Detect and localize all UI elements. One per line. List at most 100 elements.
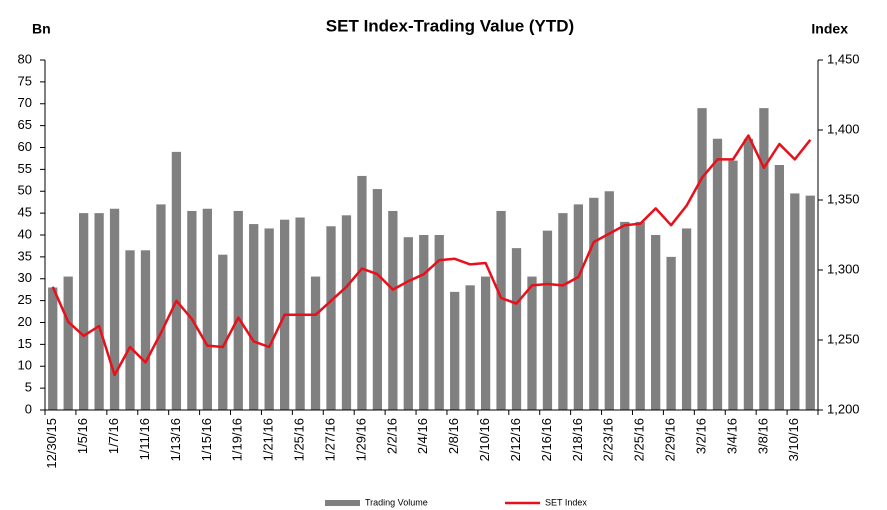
y-tick-label: 20 <box>18 314 32 329</box>
bar <box>218 254 228 410</box>
bar <box>264 228 274 410</box>
x-tick-label: 1/13/16 <box>168 418 183 461</box>
y2-tick-label: 1,250 <box>827 331 860 346</box>
bar <box>558 213 568 410</box>
bar <box>156 204 166 410</box>
bar <box>249 224 259 410</box>
bar <box>635 221 645 410</box>
bar <box>790 193 800 410</box>
y2-tick-label: 1,400 <box>827 121 860 136</box>
x-tick-label: 2/12/16 <box>508 418 523 461</box>
x-tick-label: 1/7/16 <box>106 418 121 454</box>
bar <box>620 221 630 410</box>
bar <box>496 210 506 410</box>
bar <box>94 213 104 410</box>
bar <box>712 138 723 410</box>
x-tick-label: 2/8/16 <box>446 418 461 454</box>
y-tick-label: 5 <box>25 380 32 395</box>
bar <box>480 276 491 410</box>
x-tick-label: 3/10/16 <box>786 418 801 461</box>
y2-tick-label: 1,200 <box>827 401 860 416</box>
x-tick-label: 2/25/16 <box>632 418 647 461</box>
x-tick-label: 2/10/16 <box>477 418 492 461</box>
bar <box>527 276 537 410</box>
bar <box>79 213 89 410</box>
bar <box>202 208 212 410</box>
bar <box>728 160 738 410</box>
bar <box>759 108 769 410</box>
bar <box>372 189 383 410</box>
bar <box>140 250 151 410</box>
bar <box>589 197 599 410</box>
x-tick-label: 1/25/16 <box>292 418 307 461</box>
bar <box>434 235 444 410</box>
x-tick-label: 3/2/16 <box>693 418 708 454</box>
bar <box>310 276 321 410</box>
bar <box>403 237 413 410</box>
legend-label: Trading Volume <box>365 497 428 507</box>
y2-tick-label: 1,300 <box>827 261 860 276</box>
y-tick-label: 65 <box>18 117 32 132</box>
x-tick-label: 2/4/16 <box>415 418 430 454</box>
y-tick-label: 0 <box>25 401 32 416</box>
bar <box>604 191 614 410</box>
x-tick-label: 2/18/16 <box>570 418 585 461</box>
bar <box>511 248 522 410</box>
x-tick-label: 1/15/16 <box>199 418 214 461</box>
bar <box>681 228 692 410</box>
bar <box>450 291 460 410</box>
bar <box>419 235 429 410</box>
y-tick-label: 45 <box>18 205 32 220</box>
y-tick-label: 80 <box>18 51 32 66</box>
bar <box>573 204 584 410</box>
bar <box>187 210 197 410</box>
y-tick-label: 10 <box>18 358 32 373</box>
y2-tick-label: 1,450 <box>827 51 860 66</box>
x-tick-label: 2/2/16 <box>384 418 399 454</box>
bar <box>63 276 73 410</box>
y-tick-label: 60 <box>18 139 32 154</box>
legend-swatch <box>325 500 360 506</box>
bar <box>125 250 135 410</box>
y-tick-label: 35 <box>18 248 32 263</box>
bar <box>48 287 58 410</box>
y-tick-label: 25 <box>18 292 32 307</box>
bar <box>774 165 784 410</box>
bar <box>805 195 815 410</box>
x-tick-label: 2/23/16 <box>601 418 616 461</box>
x-tick-label: 3/4/16 <box>724 418 739 454</box>
x-tick-label: 1/27/16 <box>322 418 337 461</box>
bar <box>542 230 553 410</box>
x-tick-label: 2/16/16 <box>539 418 554 461</box>
bar <box>233 210 243 410</box>
bar <box>109 208 120 410</box>
line <box>51 134 812 377</box>
x-tick-label: 1/29/16 <box>353 418 368 461</box>
y-tick-label: 30 <box>18 270 32 285</box>
bar <box>341 215 352 410</box>
x-tick-label: 1/5/16 <box>75 418 90 454</box>
x-tick-label: 1/19/16 <box>230 418 245 461</box>
bar <box>743 138 754 410</box>
y-axis-label: Bn <box>32 21 51 37</box>
x-tick-label: 12/30/15 <box>44 418 59 469</box>
y-tick-label: 15 <box>18 336 32 351</box>
bar <box>666 256 676 410</box>
y2-tick-label: 1,350 <box>827 191 860 206</box>
bar <box>171 151 182 410</box>
bar <box>697 108 707 410</box>
y-tick-label: 75 <box>18 73 32 88</box>
bar <box>465 285 475 410</box>
x-tick-label: 1/11/16 <box>137 418 152 460</box>
bar <box>651 235 661 410</box>
y-tick-label: 70 <box>18 95 32 110</box>
y2-axis-label: Index <box>811 21 848 37</box>
bar <box>357 175 367 410</box>
x-tick-label: 3/8/16 <box>755 418 770 454</box>
legend-label: SET Index <box>545 497 587 507</box>
x-tick-label: 1/21/16 <box>261 418 276 461</box>
y-tick-label: 50 <box>18 183 32 198</box>
y-tick-label: 55 <box>18 161 32 176</box>
x-tick-label: 2/29/16 <box>663 418 678 461</box>
